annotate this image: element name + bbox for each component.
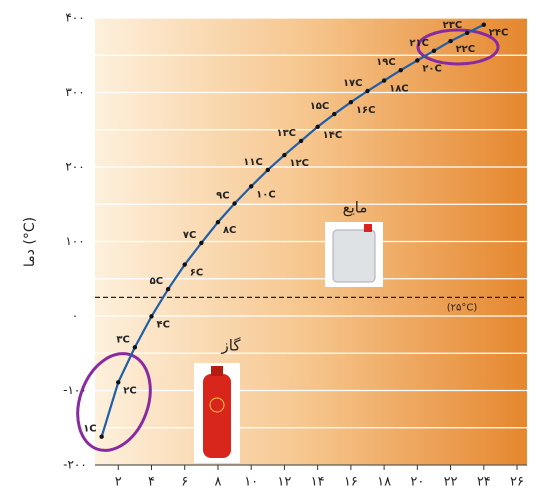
point-label: ۷C	[183, 230, 196, 241]
point-label: ۲۱C	[409, 38, 429, 49]
x-tick-label: ۲۲	[444, 475, 458, 490]
point-label: ۱۶C	[356, 105, 376, 116]
point	[365, 88, 370, 94]
point	[232, 201, 237, 206]
point-label: ۱۲C	[289, 158, 309, 169]
point-label: ۱C	[83, 424, 96, 435]
x-tick-label: ۲	[115, 475, 122, 490]
point-label: ۲۴C	[489, 28, 509, 39]
point	[265, 167, 270, 173]
x-tick-label: ۱۸	[377, 475, 391, 490]
y-tick-label: ۱۰۰	[65, 234, 84, 248]
liquid-jug-image	[325, 222, 383, 287]
point	[398, 67, 403, 73]
reference-label: (۲۵°C)	[447, 302, 478, 313]
point	[132, 345, 138, 350]
y-tick-label: -۱۰۰	[63, 383, 87, 397]
point-label: ۱۱C	[243, 157, 263, 168]
point	[348, 99, 354, 105]
point-label: ۱۸C	[389, 84, 409, 95]
point	[282, 152, 287, 158]
point	[99, 434, 104, 439]
x-tick-label: ۴	[148, 475, 155, 490]
point-label: ۲C	[123, 385, 136, 396]
point-label: ۸C	[223, 225, 236, 236]
point	[165, 286, 171, 292]
y-tick-label: -۲۰۰	[63, 458, 87, 472]
highlight-ellipse	[416, 28, 500, 66]
liquid-label: مایع	[343, 199, 368, 217]
point	[199, 240, 204, 246]
point-label: ۳C	[116, 334, 129, 345]
point	[464, 30, 470, 36]
gas-label: گاز	[221, 337, 242, 355]
point-label: ۲۲C	[456, 44, 476, 55]
y-tick-label: ۰	[72, 309, 78, 323]
point-label: ۱۰C	[256, 189, 276, 200]
x-tick-label: ۲۴	[477, 475, 491, 490]
x-tick-label: ۸	[214, 475, 221, 490]
x-tick-label: ۶	[181, 475, 188, 490]
point	[215, 219, 221, 225]
point	[298, 138, 304, 144]
point	[149, 314, 154, 319]
point-label: ۹C	[216, 191, 229, 202]
y-tick-label: ۲۰۰	[65, 160, 84, 174]
point-label: ۲۳C	[443, 20, 463, 31]
x-tick-label: ۱۶	[344, 475, 358, 490]
point	[381, 78, 387, 83]
point-label: ۴C	[156, 319, 169, 330]
point-label: ۶C	[190, 268, 203, 279]
point	[431, 48, 437, 53]
point	[332, 111, 337, 117]
point	[315, 124, 320, 129]
x-tick-label: ۱۲	[277, 475, 291, 490]
point	[182, 262, 187, 267]
x-tick-label: ۱۰	[244, 475, 258, 490]
point-label: ۱۴C	[323, 130, 343, 141]
x-tick-label: ۱۴	[311, 475, 325, 490]
point-label: ۱۵C	[310, 101, 330, 112]
x-tick-label: ۲۰	[410, 475, 424, 490]
point	[415, 58, 420, 63]
point	[481, 22, 486, 27]
y-axis-label: دما (°C)	[22, 217, 38, 267]
point-label: ۱۳C	[276, 128, 296, 139]
point	[116, 380, 121, 385]
point-label: ۱۷C	[343, 78, 363, 89]
point-label: ۱۹C	[376, 57, 396, 68]
x-tick-label: ۲۶	[510, 475, 524, 490]
gas-cylinder-image	[194, 363, 240, 463]
line	[100, 23, 485, 438]
y-tick-label: ۴۰۰	[65, 11, 84, 25]
y-tick-label: ۳۰۰	[65, 85, 84, 99]
point-label: ۲۰C	[422, 63, 442, 74]
point-label: ۵C	[150, 276, 163, 287]
point	[448, 38, 453, 44]
point	[248, 184, 254, 189]
